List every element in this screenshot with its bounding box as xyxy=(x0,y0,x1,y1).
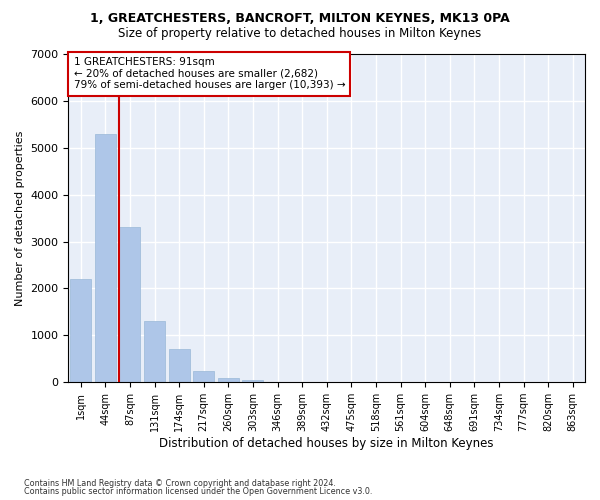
Bar xyxy=(193,370,214,382)
Text: Size of property relative to detached houses in Milton Keynes: Size of property relative to detached ho… xyxy=(118,28,482,40)
Text: 1, GREATCHESTERS, BANCROFT, MILTON KEYNES, MK13 0PA: 1, GREATCHESTERS, BANCROFT, MILTON KEYNE… xyxy=(90,12,510,26)
Bar xyxy=(119,228,140,382)
Bar xyxy=(169,350,190,382)
Bar xyxy=(242,380,263,382)
Bar xyxy=(95,134,116,382)
Text: Contains HM Land Registry data © Crown copyright and database right 2024.: Contains HM Land Registry data © Crown c… xyxy=(24,478,336,488)
Y-axis label: Number of detached properties: Number of detached properties xyxy=(15,130,25,306)
X-axis label: Distribution of detached houses by size in Milton Keynes: Distribution of detached houses by size … xyxy=(160,437,494,450)
Text: 1 GREATCHESTERS: 91sqm
← 20% of detached houses are smaller (2,682)
79% of semi-: 1 GREATCHESTERS: 91sqm ← 20% of detached… xyxy=(74,58,345,90)
Bar xyxy=(144,322,165,382)
Bar xyxy=(218,378,239,382)
Bar xyxy=(70,279,91,382)
Text: Contains public sector information licensed under the Open Government Licence v3: Contains public sector information licen… xyxy=(24,487,373,496)
